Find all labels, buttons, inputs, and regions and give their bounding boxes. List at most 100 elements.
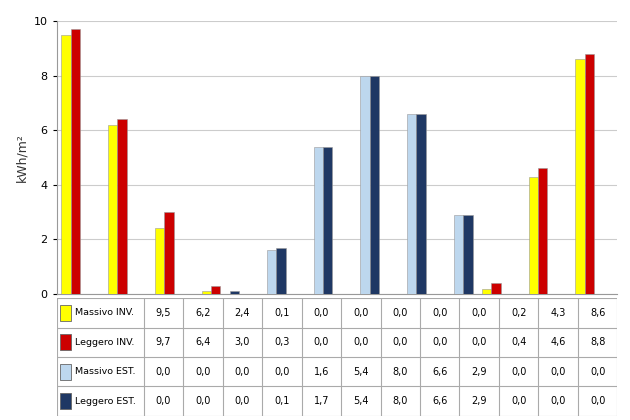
- Text: 0,0: 0,0: [471, 308, 487, 318]
- Text: 6,2: 6,2: [195, 308, 210, 318]
- Bar: [302, 386, 341, 416]
- Bar: [459, 357, 499, 386]
- Bar: [539, 298, 578, 328]
- Bar: [262, 328, 302, 357]
- Text: 1,6: 1,6: [314, 367, 329, 377]
- Text: 0,0: 0,0: [511, 396, 527, 406]
- Text: 9,7: 9,7: [156, 337, 171, 347]
- Bar: [262, 386, 302, 416]
- Text: 6,4: 6,4: [195, 337, 210, 347]
- Bar: [117, 119, 127, 294]
- Bar: [491, 283, 501, 294]
- Bar: [578, 298, 617, 328]
- Bar: [202, 291, 211, 294]
- Bar: [420, 328, 459, 357]
- Text: 0,0: 0,0: [551, 396, 566, 406]
- Text: 0,0: 0,0: [234, 396, 250, 406]
- Text: Leggero EST.: Leggero EST.: [75, 396, 136, 406]
- Bar: [482, 289, 491, 294]
- Bar: [538, 168, 547, 294]
- Bar: [420, 298, 459, 328]
- Bar: [416, 114, 426, 294]
- Bar: [57, 298, 144, 328]
- Bar: [360, 76, 370, 294]
- Text: 9,5: 9,5: [156, 308, 171, 318]
- Text: 5,4: 5,4: [353, 396, 369, 406]
- Text: 0,1: 0,1: [274, 308, 290, 318]
- Text: 0,0: 0,0: [274, 367, 290, 377]
- Text: 2,9: 2,9: [471, 396, 487, 406]
- Bar: [183, 328, 222, 357]
- Text: 0,0: 0,0: [195, 396, 210, 406]
- Bar: [539, 357, 578, 386]
- Bar: [529, 176, 538, 294]
- Bar: [60, 334, 71, 350]
- Text: 8,0: 8,0: [392, 396, 408, 406]
- Text: 2,4: 2,4: [234, 308, 250, 318]
- Bar: [222, 328, 262, 357]
- Text: 0,0: 0,0: [156, 367, 171, 377]
- Bar: [381, 298, 420, 328]
- Text: Massivo EST.: Massivo EST.: [75, 367, 135, 376]
- Text: 5,4: 5,4: [353, 367, 369, 377]
- Text: Massivo INV.: Massivo INV.: [75, 308, 134, 318]
- Text: 0,0: 0,0: [353, 308, 369, 318]
- Bar: [302, 298, 341, 328]
- Bar: [341, 386, 381, 416]
- Text: 3,0: 3,0: [234, 337, 250, 347]
- Text: 0,0: 0,0: [234, 367, 250, 377]
- Bar: [183, 357, 222, 386]
- Text: Leggero INV.: Leggero INV.: [75, 338, 134, 347]
- Text: 8,8: 8,8: [590, 337, 605, 347]
- Bar: [302, 357, 341, 386]
- Bar: [499, 386, 539, 416]
- Bar: [420, 357, 459, 386]
- Bar: [144, 357, 183, 386]
- Bar: [60, 393, 71, 409]
- Bar: [155, 228, 164, 294]
- Bar: [459, 298, 499, 328]
- Text: 4,6: 4,6: [551, 337, 566, 347]
- Bar: [60, 305, 71, 321]
- Text: 2,9: 2,9: [471, 367, 487, 377]
- Bar: [71, 29, 80, 294]
- Text: 8,0: 8,0: [392, 367, 408, 377]
- Text: 0,1: 0,1: [274, 396, 290, 406]
- Text: 0,0: 0,0: [551, 367, 566, 377]
- Bar: [57, 386, 144, 416]
- Bar: [302, 328, 341, 357]
- Bar: [370, 76, 379, 294]
- Bar: [578, 357, 617, 386]
- Text: 0,0: 0,0: [195, 367, 210, 377]
- Bar: [262, 357, 302, 386]
- Bar: [183, 298, 222, 328]
- Text: 0,0: 0,0: [314, 308, 329, 318]
- Text: 0,0: 0,0: [392, 337, 408, 347]
- Y-axis label: kWh/m²: kWh/m²: [15, 133, 28, 182]
- Bar: [267, 250, 277, 294]
- Text: 6,6: 6,6: [432, 396, 447, 406]
- Bar: [463, 215, 472, 294]
- Bar: [381, 357, 420, 386]
- Bar: [323, 147, 333, 294]
- Bar: [61, 34, 71, 294]
- Text: 4,3: 4,3: [551, 308, 566, 318]
- Bar: [539, 328, 578, 357]
- Bar: [262, 298, 302, 328]
- Text: 0,0: 0,0: [471, 337, 487, 347]
- Bar: [222, 357, 262, 386]
- Bar: [381, 386, 420, 416]
- Bar: [222, 298, 262, 328]
- Text: 0,0: 0,0: [156, 396, 171, 406]
- Bar: [420, 386, 459, 416]
- Text: 1,7: 1,7: [314, 396, 329, 406]
- Bar: [144, 298, 183, 328]
- Text: 0,0: 0,0: [432, 337, 447, 347]
- Bar: [211, 286, 220, 294]
- Bar: [222, 386, 262, 416]
- Bar: [578, 386, 617, 416]
- Bar: [407, 114, 416, 294]
- Text: 0,0: 0,0: [511, 367, 527, 377]
- Bar: [341, 298, 381, 328]
- Bar: [341, 357, 381, 386]
